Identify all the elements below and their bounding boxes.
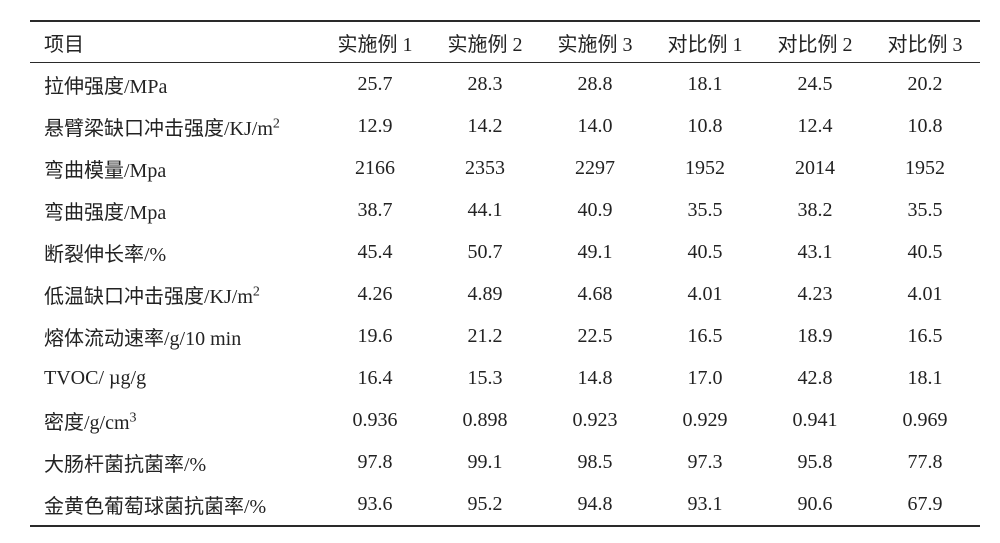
cell-value: 95.2 xyxy=(430,483,540,526)
cell-value: 0.929 xyxy=(650,399,760,441)
cell-value: 38.7 xyxy=(320,189,430,231)
header-col-3: 实施例 3 xyxy=(540,21,650,63)
cell-value: 90.6 xyxy=(760,483,870,526)
table-row: 低温缺口冲击强度/KJ/m24.264.894.684.014.234.01 xyxy=(30,273,980,315)
table-row: 悬臂梁缺口冲击强度/KJ/m212.914.214.010.812.410.8 xyxy=(30,105,980,147)
row-label: 密度/g/cm3 xyxy=(30,399,320,441)
cell-value: 4.01 xyxy=(870,273,980,315)
cell-value: 22.5 xyxy=(540,315,650,357)
cell-value: 50.7 xyxy=(430,231,540,273)
table-header-row: 项目 实施例 1 实施例 2 实施例 3 对比例 1 对比例 2 对比例 3 xyxy=(30,21,980,63)
table-row: 密度/g/cm30.9360.8980.9230.9290.9410.969 xyxy=(30,399,980,441)
cell-value: 35.5 xyxy=(870,189,980,231)
cell-value: 98.5 xyxy=(540,441,650,483)
cell-value: 20.2 xyxy=(870,63,980,106)
cell-value: 44.1 xyxy=(430,189,540,231)
cell-value: 1952 xyxy=(870,147,980,189)
cell-value: 25.7 xyxy=(320,63,430,106)
row-label: 熔体流动速率/g/10 min xyxy=(30,315,320,357)
cell-value: 67.9 xyxy=(870,483,980,526)
row-label: 低温缺口冲击强度/KJ/m2 xyxy=(30,273,320,315)
header-col-2: 实施例 2 xyxy=(430,21,540,63)
cell-value: 93.6 xyxy=(320,483,430,526)
table-row: 弯曲模量/Mpa216623532297195220141952 xyxy=(30,147,980,189)
cell-value: 42.8 xyxy=(760,357,870,399)
table-row: TVOC/ µg/g16.415.314.817.042.818.1 xyxy=(30,357,980,399)
cell-value: 14.8 xyxy=(540,357,650,399)
cell-value: 95.8 xyxy=(760,441,870,483)
cell-value: 18.1 xyxy=(870,357,980,399)
cell-value: 2014 xyxy=(760,147,870,189)
row-label: 金黄色葡萄球菌抗菌率/% xyxy=(30,483,320,526)
row-label: 弯曲模量/Mpa xyxy=(30,147,320,189)
table-row: 金黄色葡萄球菌抗菌率/%93.695.294.893.190.667.9 xyxy=(30,483,980,526)
row-label: 断裂伸长率/% xyxy=(30,231,320,273)
row-label: 大肠杆菌抗菌率/% xyxy=(30,441,320,483)
row-label: 悬臂梁缺口冲击强度/KJ/m2 xyxy=(30,105,320,147)
cell-value: 94.8 xyxy=(540,483,650,526)
cell-value: 43.1 xyxy=(760,231,870,273)
cell-value: 99.1 xyxy=(430,441,540,483)
header-col-1: 实施例 1 xyxy=(320,21,430,63)
cell-value: 4.26 xyxy=(320,273,430,315)
cell-value: 18.1 xyxy=(650,63,760,106)
table-row: 熔体流动速率/g/10 min19.621.222.516.518.916.5 xyxy=(30,315,980,357)
cell-value: 4.01 xyxy=(650,273,760,315)
cell-value: 21.2 xyxy=(430,315,540,357)
cell-value: 0.923 xyxy=(540,399,650,441)
cell-value: 2297 xyxy=(540,147,650,189)
cell-value: 28.8 xyxy=(540,63,650,106)
cell-value: 10.8 xyxy=(650,105,760,147)
cell-value: 24.5 xyxy=(760,63,870,106)
table-body: 拉伸强度/MPa25.728.328.818.124.520.2悬臂梁缺口冲击强… xyxy=(30,63,980,527)
cell-value: 35.5 xyxy=(650,189,760,231)
cell-value: 12.4 xyxy=(760,105,870,147)
cell-value: 0.941 xyxy=(760,399,870,441)
header-col-6: 对比例 3 xyxy=(870,21,980,63)
cell-value: 14.2 xyxy=(430,105,540,147)
cell-value: 2353 xyxy=(430,147,540,189)
cell-value: 0.969 xyxy=(870,399,980,441)
header-col-4: 对比例 1 xyxy=(650,21,760,63)
cell-value: 97.8 xyxy=(320,441,430,483)
cell-value: 4.68 xyxy=(540,273,650,315)
cell-value: 2166 xyxy=(320,147,430,189)
cell-value: 45.4 xyxy=(320,231,430,273)
table-row: 弯曲强度/Mpa38.744.140.935.538.235.5 xyxy=(30,189,980,231)
cell-value: 16.5 xyxy=(650,315,760,357)
cell-value: 16.5 xyxy=(870,315,980,357)
cell-value: 14.0 xyxy=(540,105,650,147)
cell-value: 0.898 xyxy=(430,399,540,441)
cell-value: 77.8 xyxy=(870,441,980,483)
cell-value: 40.9 xyxy=(540,189,650,231)
cell-value: 93.1 xyxy=(650,483,760,526)
cell-value: 0.936 xyxy=(320,399,430,441)
cell-value: 19.6 xyxy=(320,315,430,357)
cell-value: 4.89 xyxy=(430,273,540,315)
cell-value: 49.1 xyxy=(540,231,650,273)
table-row: 大肠杆菌抗菌率/%97.899.198.597.395.877.8 xyxy=(30,441,980,483)
cell-value: 38.2 xyxy=(760,189,870,231)
header-col-5: 对比例 2 xyxy=(760,21,870,63)
cell-value: 40.5 xyxy=(870,231,980,273)
cell-value: 17.0 xyxy=(650,357,760,399)
cell-value: 18.9 xyxy=(760,315,870,357)
header-rowlabel: 项目 xyxy=(30,21,320,63)
cell-value: 4.23 xyxy=(760,273,870,315)
cell-value: 1952 xyxy=(650,147,760,189)
cell-value: 15.3 xyxy=(430,357,540,399)
row-label: 拉伸强度/MPa xyxy=(30,63,320,106)
cell-value: 28.3 xyxy=(430,63,540,106)
row-label: TVOC/ µg/g xyxy=(30,357,320,399)
table-row: 断裂伸长率/%45.450.749.140.543.140.5 xyxy=(30,231,980,273)
cell-value: 10.8 xyxy=(870,105,980,147)
cell-value: 40.5 xyxy=(650,231,760,273)
cell-value: 16.4 xyxy=(320,357,430,399)
row-label: 弯曲强度/Mpa xyxy=(30,189,320,231)
cell-value: 12.9 xyxy=(320,105,430,147)
table-row: 拉伸强度/MPa25.728.328.818.124.520.2 xyxy=(30,63,980,106)
data-table: 项目 实施例 1 实施例 2 实施例 3 对比例 1 对比例 2 对比例 3 拉… xyxy=(30,20,980,527)
cell-value: 97.3 xyxy=(650,441,760,483)
